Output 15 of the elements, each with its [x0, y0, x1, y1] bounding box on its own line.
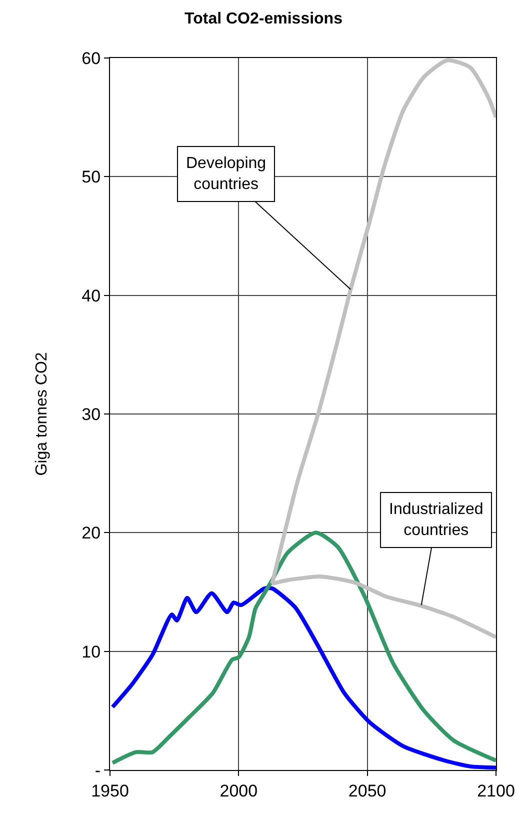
chart-title: Total CO2-emissions — [184, 10, 343, 28]
x-tick-label: 2000 — [220, 781, 258, 800]
x-tick-label: 2050 — [348, 781, 386, 800]
annotation: Industrialized countries — [389, 501, 484, 539]
x-tick-label: 2100 — [477, 781, 515, 800]
y-tick-label: 40 — [82, 286, 101, 306]
y-axis-title: Giga tonnes CO2 — [34, 352, 51, 476]
x-tick-label: 1950 — [91, 781, 129, 800]
y-tick-label: 50 — [82, 168, 101, 187]
y-tick-label: 30 — [82, 404, 101, 424]
y-tick-label: - — [94, 760, 101, 780]
annotation: Developing countries — [186, 155, 266, 193]
y-tick-label: 20 — [82, 524, 101, 543]
y-tick-label: 60 — [82, 48, 101, 68]
y-tick-label: 10 — [82, 642, 101, 662]
